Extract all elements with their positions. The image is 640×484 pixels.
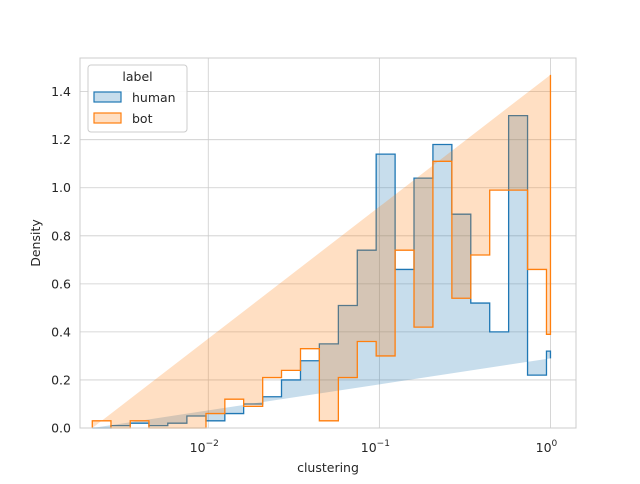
- y-tick-label: 0.2: [51, 372, 71, 387]
- y-axis-label: Density: [28, 219, 43, 267]
- legend-label-bot: bot: [132, 111, 153, 126]
- legend-title: label: [122, 69, 152, 84]
- legend-swatch-human: [93, 91, 122, 103]
- legend-swatch-bot: [93, 112, 122, 124]
- legend: label human bot: [87, 64, 188, 133]
- x-tick-labels: 10−2 10−1 100: [190, 439, 558, 455]
- x-tick-label: 10−1: [361, 439, 390, 455]
- y-tick-label: 1.0: [51, 180, 71, 195]
- y-tick-label: 0.8: [51, 228, 71, 243]
- axes-spines: [79, 57, 577, 429]
- y-tick-label: 1.4: [51, 84, 71, 99]
- legend-label-human: human: [132, 90, 176, 105]
- y-tick-label: 1.2: [51, 132, 71, 147]
- x-tick-label: 10−2: [190, 439, 219, 455]
- y-tick-labels: 0.0 0.2 0.4 0.6 0.8 1.0 1.2 1.4: [51, 84, 71, 435]
- axes-frame: [79, 57, 577, 429]
- histogram-human: [92, 115, 552, 429]
- legend-box: [87, 64, 188, 133]
- x-tick-label: 100: [536, 439, 558, 455]
- y-tick-label: 0.4: [51, 324, 71, 339]
- x-axis-label: clustering: [297, 460, 359, 475]
- y-tick-label: 0.0: [51, 421, 71, 436]
- y-tick-label: 0.6: [51, 276, 71, 291]
